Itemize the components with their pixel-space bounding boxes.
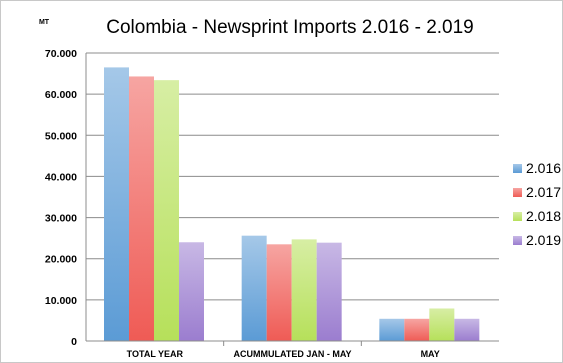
bar-2.018-acummulated-jan-may — [291, 239, 317, 341]
bar-2.019-may — [454, 318, 480, 341]
y-tick-label: 60.000 — [45, 89, 77, 101]
legend-label: 2.016 — [526, 160, 561, 176]
y-axis-unit: MT — [39, 19, 50, 26]
bars — [104, 67, 480, 342]
chart-title: Colombia - Newsprint Imports 2.016 - 2.0… — [106, 17, 474, 38]
legend-swatch — [513, 164, 522, 173]
y-tick-labels: 0 10.000 20.000 30.000 40.000 50.000 60.000 70.… — [45, 48, 77, 348]
legend-swatch — [513, 212, 522, 221]
x-category-label: TOTAL YEAR — [127, 349, 184, 359]
bar-2.017-may — [404, 318, 430, 341]
y-tick-label: 0 — [71, 336, 77, 348]
bar-2.018-may — [429, 308, 455, 341]
y-tick-label: 10.000 — [45, 295, 77, 307]
legend-label: 2.017 — [526, 184, 561, 200]
bar-2.019-acummulated-jan-may — [316, 242, 342, 341]
legend-swatch — [513, 236, 522, 245]
bar-2.016-may — [379, 318, 405, 341]
x-category-label: ACUMMULATED JAN - MAY — [234, 349, 352, 359]
axes — [85, 53, 499, 346]
legend: 2.016 2.017 2.018 2.019 — [513, 160, 561, 248]
legend-swatch — [513, 188, 522, 197]
y-tick-label: 70.000 — [45, 48, 77, 60]
y-tick-label: 40.000 — [45, 171, 77, 183]
bar-2.017-acummulated-jan-may — [266, 244, 292, 341]
y-tick-label: 20.000 — [45, 254, 77, 266]
y-tick-label: 50.000 — [45, 130, 77, 142]
x-category-label: MAY — [421, 349, 440, 359]
x-category-labels: TOTAL YEAR ACUMMULATED JAN - MAY MAY — [127, 349, 440, 359]
bar-2.018-total-year — [154, 80, 179, 341]
bar-2.016-acummulated-jan-may — [241, 235, 267, 341]
y-tick-label: 30.000 — [45, 213, 77, 225]
legend-label: 2.019 — [526, 232, 561, 248]
legend-label: 2.018 — [526, 208, 561, 224]
bar-2.016-total-year — [104, 67, 129, 342]
bar-2.017-total-year — [129, 76, 154, 342]
bar-2.019-total-year — [179, 242, 204, 341]
